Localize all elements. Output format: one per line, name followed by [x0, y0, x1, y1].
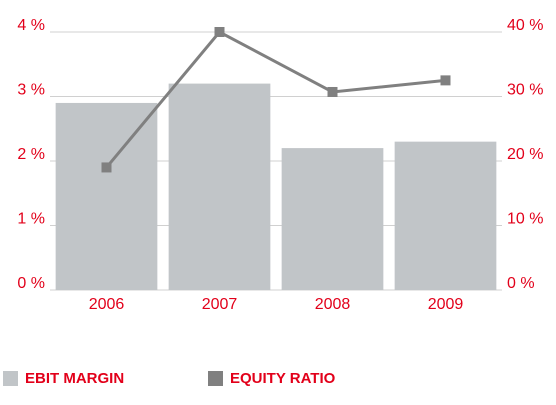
- x-tick-label: 2009: [428, 296, 464, 313]
- bar: [394, 141, 497, 290]
- x-tick-label: 2008: [315, 296, 351, 313]
- point: [101, 162, 112, 173]
- legend-label: EBIT MARGIN: [25, 370, 124, 387]
- bar: [168, 83, 271, 290]
- bar: [281, 148, 384, 290]
- point: [440, 75, 451, 86]
- line: [105, 30, 446, 169]
- y-tick-label: 4 %: [17, 17, 45, 34]
- y2-tick-label: 10 %: [507, 211, 543, 228]
- point: [327, 86, 338, 97]
- y2-tick-label: 40 %: [507, 17, 543, 34]
- x-tick-label: 2007: [202, 296, 238, 313]
- legend-label: EQUITY RATIO: [230, 370, 336, 387]
- legend-swatch: [208, 371, 223, 386]
- y-tick-label: 2 %: [17, 146, 45, 163]
- x-tick-label: 2006: [89, 296, 125, 313]
- y2-tick-label: 20 %: [507, 146, 543, 163]
- y2-tick-label: 30 %: [507, 82, 543, 99]
- point: [214, 27, 225, 37]
- bar: [55, 102, 158, 290]
- legend-swatch: [3, 371, 18, 386]
- y2-tick-label: 0 %: [507, 275, 535, 292]
- y-tick-label: 3 %: [17, 82, 45, 99]
- y-tick-label: 0 %: [17, 275, 45, 292]
- y-tick-label: 1 %: [17, 211, 45, 228]
